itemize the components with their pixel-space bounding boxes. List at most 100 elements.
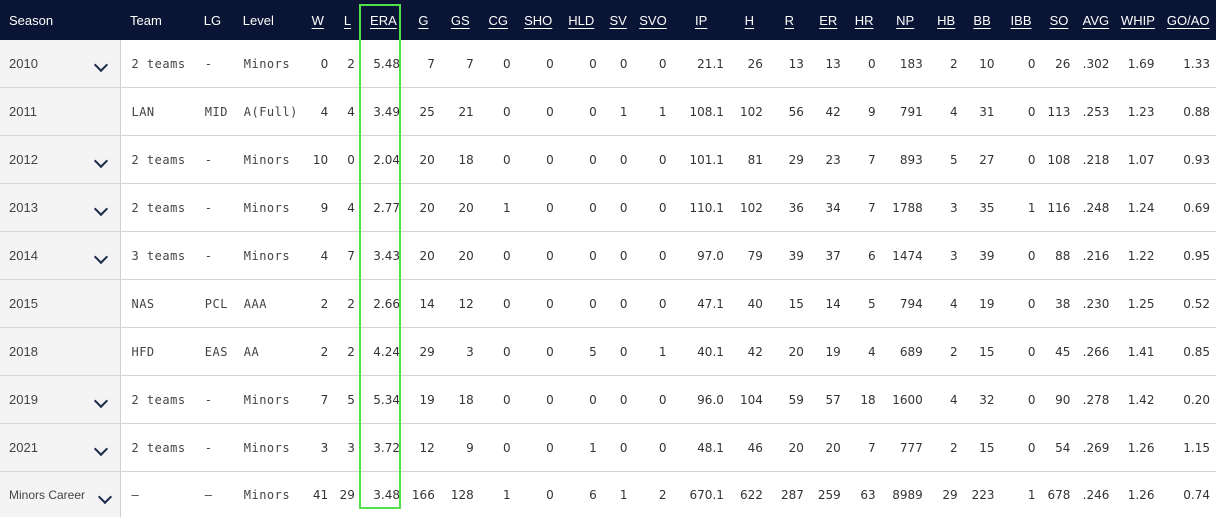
chevron-down-icon[interactable] <box>94 201 109 217</box>
chevron-down-icon[interactable] <box>94 393 109 409</box>
chevron-down-icon[interactable] <box>94 153 109 169</box>
header-er[interactable]: ER <box>809 0 847 40</box>
header-hr-label: HR <box>854 12 874 28</box>
cell-hb: 29 <box>929 472 964 517</box>
cell-hb-value: 2 <box>949 56 958 71</box>
header-bb[interactable]: BB <box>963 0 1001 40</box>
cell-lg: - <box>194 40 234 88</box>
header-ibb[interactable]: IBB <box>1000 0 1042 40</box>
header-sho[interactable]: SHO <box>516 0 560 40</box>
cell-r: 36 <box>768 183 810 232</box>
cell-g-value: 25 <box>419 104 435 119</box>
cell-so: 113 <box>1041 87 1077 136</box>
cell-sho: 0 <box>516 40 560 88</box>
header-hb[interactable]: HB <box>928 0 964 40</box>
cell-sho: 0 <box>516 183 560 232</box>
cell-season[interactable]: 2014 <box>0 231 122 280</box>
header-r[interactable]: R <box>768 0 810 40</box>
header-l[interactable]: L <box>334 0 361 40</box>
header-cg[interactable]: CG <box>479 0 517 40</box>
header-whip[interactable]: WHIP <box>1115 0 1161 40</box>
header-hr[interactable]: HR <box>846 0 882 40</box>
header-level[interactable]: Level <box>233 0 302 40</box>
cell-team: 2 teams <box>120 183 195 232</box>
header-h[interactable]: H <box>729 0 769 40</box>
cell-hb-value: 5 <box>949 152 958 167</box>
cell-lg: - <box>194 183 234 232</box>
cell-era: 3.43 <box>360 231 406 280</box>
header-ip[interactable]: IP <box>672 0 730 40</box>
header-sv[interactable]: SV <box>602 0 634 40</box>
cell-w: 9 <box>301 183 335 232</box>
cell-gs-value: 18 <box>458 152 474 167</box>
cell-so-value: 108 <box>1047 152 1071 167</box>
cell-season[interactable]: 2012 <box>0 135 122 184</box>
cell-avg-value: .230 <box>1082 296 1110 311</box>
header-g[interactable]: G <box>405 0 441 40</box>
chevron-down-icon[interactable] <box>98 489 113 505</box>
cell-er-value: 57 <box>825 392 841 407</box>
cell-l-value: 2 <box>347 296 355 311</box>
cell-l: 5 <box>334 375 361 424</box>
cell-cg-value: 1 <box>503 487 511 502</box>
cell-era: 2.77 <box>360 183 406 232</box>
cell-hld: 0 <box>559 183 603 232</box>
cell-season[interactable]: 2013 <box>0 183 122 232</box>
chevron-down-icon[interactable] <box>94 249 109 265</box>
header-svo[interactable]: SVO <box>633 0 673 40</box>
header-avg[interactable]: AVG <box>1076 0 1116 40</box>
cell-goao: 0.95 <box>1160 231 1216 280</box>
cell-gs-value: 3 <box>466 344 474 359</box>
cell-np-value: 8989 <box>892 487 923 502</box>
cell-er-value: 34 <box>825 200 841 215</box>
header-w[interactable]: W <box>301 0 335 40</box>
header-gs[interactable]: GS <box>440 0 480 40</box>
chevron-down-icon[interactable] <box>94 57 109 73</box>
cell-hr: 0 <box>846 40 882 88</box>
cell-goao: 0.93 <box>1160 135 1216 184</box>
cell-avg: .266 <box>1076 327 1116 376</box>
cell-team-value: – <box>131 487 140 502</box>
cell-l: 4 <box>334 183 361 232</box>
cell-season[interactable]: Minors Career <box>0 471 122 517</box>
cell-hld-value: 0 <box>589 296 597 311</box>
cell-team-value: 3 teams <box>131 248 186 263</box>
cell-g: 20 <box>405 183 441 232</box>
cell-l-value: 3 <box>347 440 355 455</box>
header-np[interactable]: NP <box>881 0 929 40</box>
cell-era-value: 5.48 <box>373 56 400 71</box>
cell-w: 4 <box>301 87 335 136</box>
chevron-down-icon[interactable] <box>94 441 109 457</box>
cell-gs-value: 9 <box>466 440 474 455</box>
cell-hb: 5 <box>928 135 964 184</box>
cell-r: 15 <box>768 279 810 328</box>
cell-season-value: 2013 <box>9 200 38 215</box>
cell-hr: 7 <box>846 423 882 472</box>
cell-season[interactable]: 2021 <box>0 423 122 472</box>
cell-sv-value: 0 <box>619 200 628 215</box>
header-era[interactable]: ERA <box>360 0 406 40</box>
header-season[interactable]: Season <box>0 0 121 40</box>
table-row: 2012 2 teams - Minors 10 0 2.04 20 18 0 0 0 0 0 101.1 8… <box>0 135 1216 184</box>
cell-hr: 63 <box>847 472 882 517</box>
cell-season[interactable]: 2019 <box>0 375 122 424</box>
header-goao[interactable]: GO/AO <box>1160 0 1216 40</box>
cell-bb: 19 <box>963 279 1001 328</box>
header-hld[interactable]: HLD <box>559 0 603 40</box>
header-so[interactable]: SO <box>1041 0 1077 40</box>
cell-bb: 32 <box>963 375 1001 424</box>
cell-g: 7 <box>405 40 441 88</box>
cell-lg: – <box>195 472 234 517</box>
cell-hr: 18 <box>846 375 882 424</box>
cell-cg-value: 0 <box>503 440 511 455</box>
header-lg[interactable]: LG <box>194 0 234 40</box>
cell-season-value: 2014 <box>9 248 38 263</box>
cell-bb-value: 35 <box>979 200 995 215</box>
cell-er-value: 14 <box>825 296 841 311</box>
cell-level: AA <box>233 327 302 376</box>
cell-sho: 0 <box>516 135 560 184</box>
cell-gs: 20 <box>440 231 480 280</box>
header-team[interactable]: Team <box>120 0 195 40</box>
cell-season[interactable]: 2010 <box>0 40 122 88</box>
